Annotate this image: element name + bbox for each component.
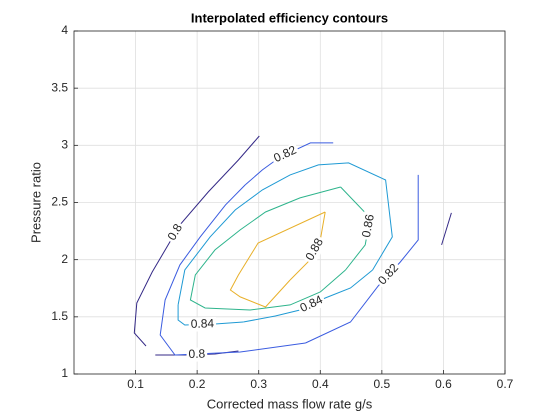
y-tick-label: 1 bbox=[61, 366, 68, 380]
contour-label-group: 0.84 bbox=[188, 316, 217, 332]
y-axis-label: Pressure ratio bbox=[28, 162, 43, 243]
x-tick-label: 0.4 bbox=[312, 377, 329, 391]
contour-label: 0.84 bbox=[190, 316, 214, 331]
y-tick-label: 2 bbox=[61, 252, 68, 266]
contour-line bbox=[177, 304, 244, 326]
contour-label-group: 0.8 bbox=[186, 346, 208, 362]
y-tick-label: 3.5 bbox=[51, 80, 68, 94]
x-axis-label: Corrected mass flow rate g/s bbox=[207, 396, 373, 411]
contour-label-background bbox=[374, 259, 404, 290]
contour-label-background bbox=[186, 347, 208, 362]
contour-label-background bbox=[359, 211, 379, 241]
contour-label-background bbox=[164, 220, 187, 245]
y-tick-label: 3 bbox=[61, 138, 68, 152]
contour-label: 0.86 bbox=[359, 213, 377, 239]
contour-line bbox=[189, 186, 346, 311]
contour-line bbox=[441, 212, 452, 246]
y-tick-label: 4 bbox=[61, 23, 68, 37]
contour-label-group: 0.8 bbox=[164, 220, 187, 245]
contour-line bbox=[229, 211, 326, 308]
contour-line bbox=[177, 162, 393, 305]
contour-line bbox=[133, 135, 260, 347]
x-tick-label: 0.2 bbox=[189, 377, 206, 391]
contour-label-background bbox=[188, 316, 217, 332]
contour-label-background bbox=[269, 142, 301, 167]
ticks: 0.1 0.2 0.3 0.4 0.5 0.6 0.7 1 1.5 2 2.5 3 3.5 4 bbox=[51, 23, 513, 391]
chart-title: Interpolated efficiency contours bbox=[191, 10, 388, 25]
x-tick-label: 0.3 bbox=[250, 377, 267, 391]
contour-label-background bbox=[302, 234, 328, 266]
y-tick-label: 1.5 bbox=[51, 309, 68, 323]
x-tick-label: 0.5 bbox=[374, 377, 391, 391]
y-tick-label: 2.5 bbox=[51, 195, 68, 209]
x-tick-label: 0.6 bbox=[435, 377, 452, 391]
contour-line bbox=[159, 184, 306, 356]
contour-label-group: 0.86 bbox=[359, 211, 379, 241]
x-tick-label: 0.7 bbox=[497, 377, 514, 391]
contour-label-background bbox=[296, 292, 327, 317]
contour-label: 0.8 bbox=[188, 346, 205, 361]
x-tick-label: 0.1 bbox=[127, 377, 144, 391]
